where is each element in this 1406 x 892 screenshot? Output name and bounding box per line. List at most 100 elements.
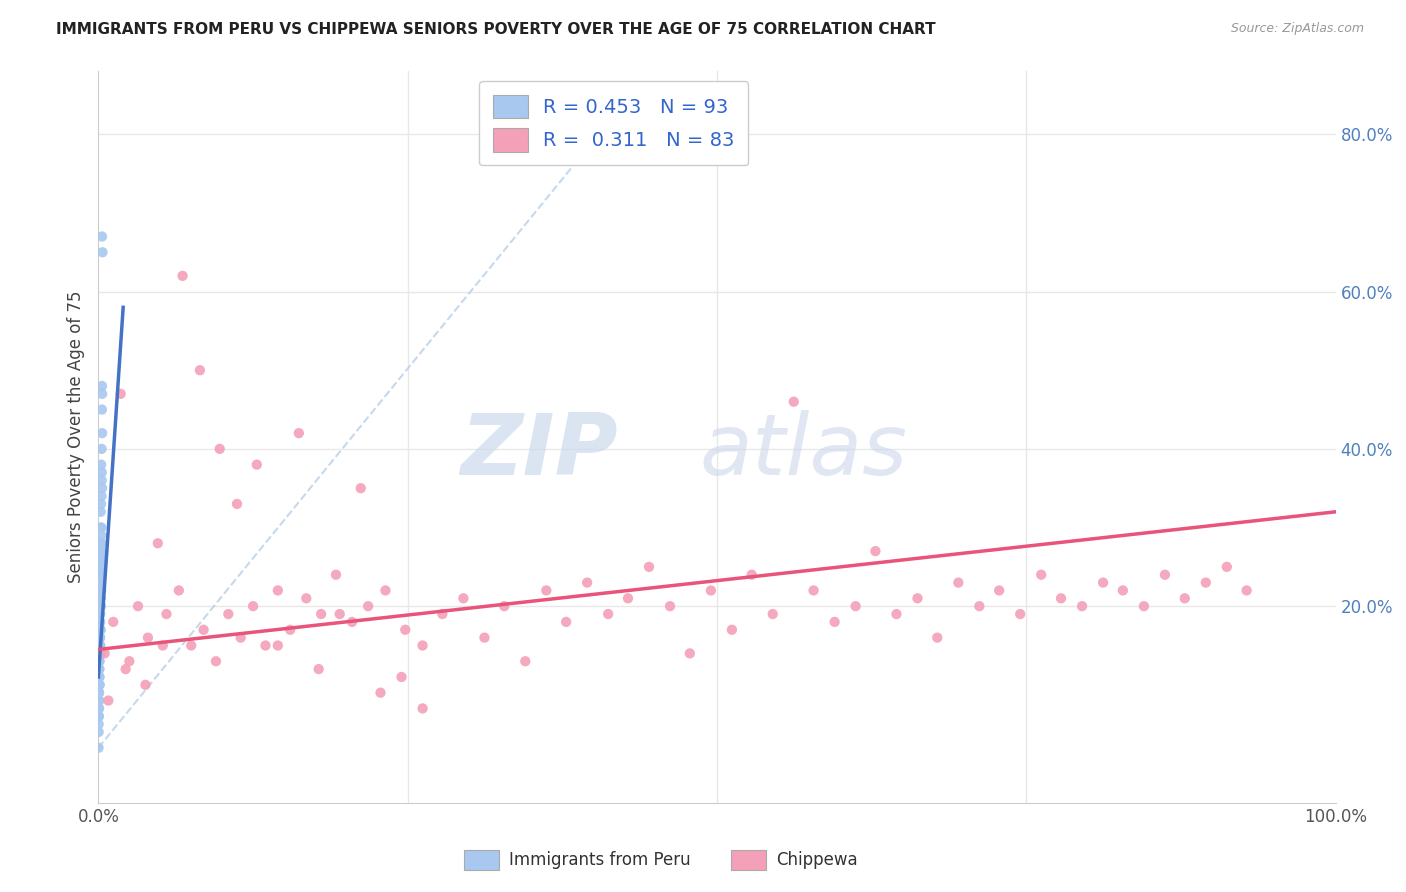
Point <box>188 363 211 377</box>
Point <box>87 725 110 739</box>
Point <box>1236 583 1258 598</box>
Point <box>89 678 111 692</box>
Point <box>969 599 991 614</box>
Text: atlas: atlas <box>700 410 908 493</box>
Point <box>89 599 111 614</box>
Point <box>350 481 373 495</box>
Point <box>89 678 111 692</box>
Point <box>118 654 141 668</box>
Point <box>103 615 125 629</box>
Point <box>254 639 277 653</box>
Point <box>91 426 114 441</box>
Point <box>89 599 111 614</box>
Point <box>180 639 202 653</box>
Point <box>89 639 111 653</box>
Point <box>1174 591 1197 606</box>
Point <box>357 599 380 614</box>
Point <box>89 654 111 668</box>
Point <box>865 544 887 558</box>
Point <box>93 646 115 660</box>
Point <box>308 662 330 676</box>
Point <box>288 426 311 441</box>
Point <box>91 379 114 393</box>
Point <box>87 709 110 723</box>
Point <box>1216 559 1239 574</box>
Point <box>90 442 112 456</box>
Point <box>700 583 723 598</box>
Point <box>89 646 111 660</box>
Point <box>87 701 110 715</box>
Point <box>576 575 599 590</box>
Point <box>217 607 239 621</box>
Text: ZIP: ZIP <box>460 410 619 493</box>
Point <box>370 686 392 700</box>
Point <box>152 639 174 653</box>
Point <box>91 229 114 244</box>
Point <box>87 693 110 707</box>
Point <box>295 591 318 606</box>
Point <box>89 615 111 629</box>
Point <box>1010 607 1032 621</box>
Y-axis label: Seniors Poverty Over the Age of 75: Seniors Poverty Over the Age of 75 <box>67 291 86 583</box>
Point <box>89 662 111 676</box>
Point <box>89 615 111 629</box>
Point <box>555 615 578 629</box>
Point <box>391 670 413 684</box>
Point <box>89 607 111 621</box>
Point <box>87 654 110 668</box>
Point <box>309 607 332 621</box>
Point <box>246 458 269 472</box>
Point <box>90 536 112 550</box>
Point <box>494 599 516 614</box>
Point <box>515 654 537 668</box>
Point <box>89 567 111 582</box>
Point <box>89 678 111 692</box>
Point <box>89 607 111 621</box>
Point <box>172 268 194 283</box>
Point <box>1031 567 1053 582</box>
Point <box>89 646 111 660</box>
Point <box>90 583 112 598</box>
Point <box>536 583 558 598</box>
Point <box>89 623 111 637</box>
Point <box>89 583 111 598</box>
Point <box>412 639 434 653</box>
Text: Immigrants from Peru: Immigrants from Peru <box>509 851 690 869</box>
Point <box>453 591 475 606</box>
Point <box>783 394 806 409</box>
Point <box>90 623 112 637</box>
Point <box>90 505 112 519</box>
Point <box>988 583 1011 598</box>
Point <box>90 489 112 503</box>
Point <box>91 481 114 495</box>
Point <box>90 520 112 534</box>
Point <box>90 466 112 480</box>
Point <box>242 599 264 614</box>
Text: Source: ZipAtlas.com: Source: ZipAtlas.com <box>1230 22 1364 36</box>
Point <box>87 740 110 755</box>
Point <box>136 631 159 645</box>
Point <box>87 709 110 723</box>
Point <box>845 599 868 614</box>
Point <box>1195 575 1218 590</box>
Point <box>1071 599 1094 614</box>
Point <box>886 607 908 621</box>
Point <box>267 583 290 598</box>
Point <box>90 528 112 542</box>
Point <box>134 678 156 692</box>
Legend: R = 0.453   N = 93, R =  0.311   N = 83: R = 0.453 N = 93, R = 0.311 N = 83 <box>479 81 748 166</box>
Point <box>226 497 249 511</box>
Point <box>762 607 785 621</box>
Point <box>721 623 744 637</box>
Point <box>617 591 640 606</box>
Point <box>598 607 620 621</box>
Point <box>90 599 112 614</box>
Point <box>412 701 434 715</box>
Point <box>89 670 111 684</box>
Point <box>146 536 169 550</box>
Point <box>90 473 112 487</box>
Point <box>87 701 110 715</box>
Point <box>907 591 929 606</box>
Point <box>167 583 190 598</box>
Point <box>87 693 110 707</box>
